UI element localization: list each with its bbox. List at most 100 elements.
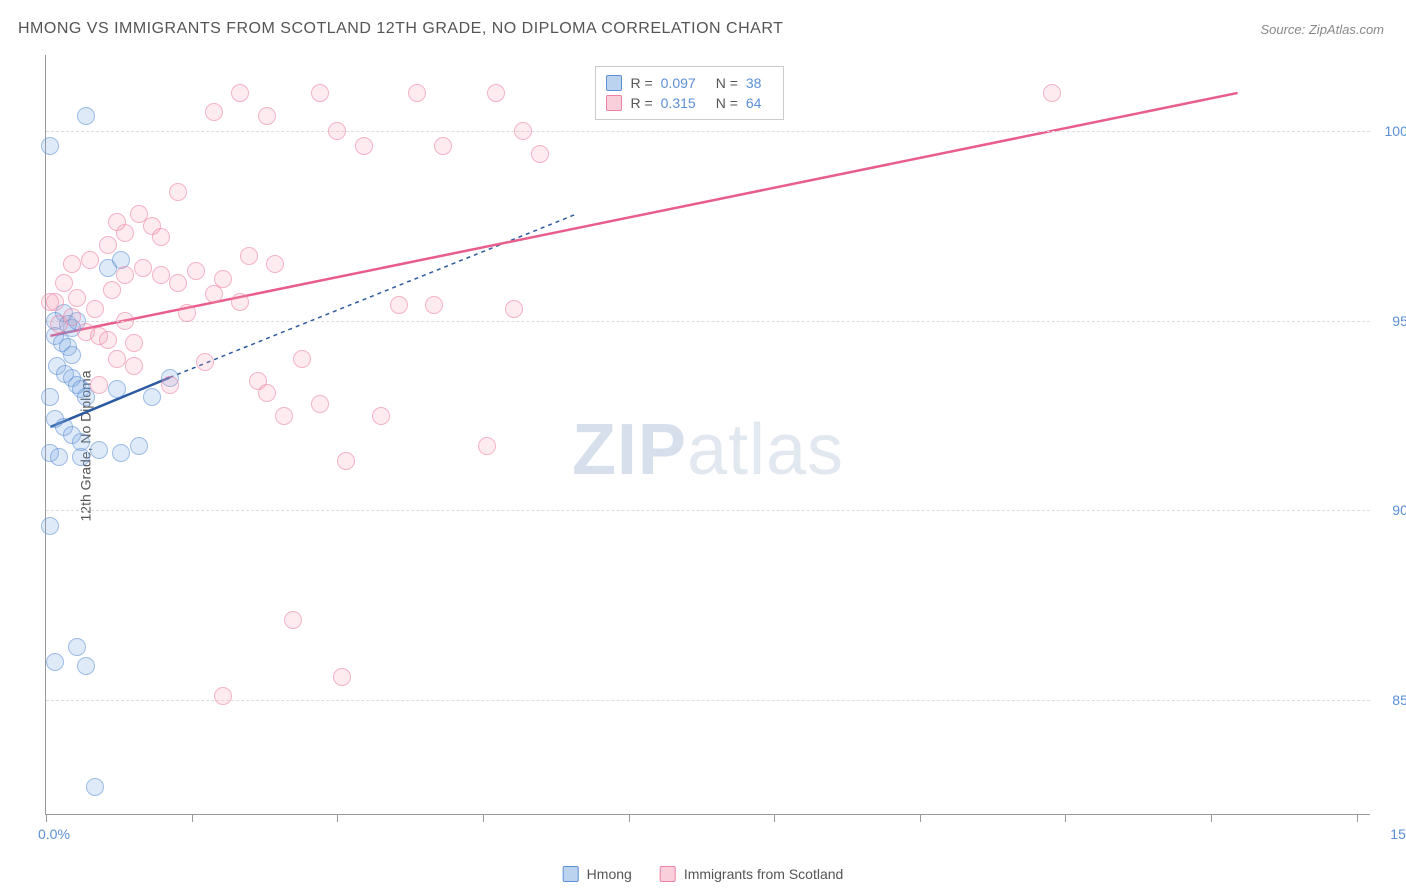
- data-point: [337, 452, 355, 470]
- data-point: [187, 262, 205, 280]
- x-tick: [1065, 814, 1066, 822]
- x-tick: [337, 814, 338, 822]
- data-point: [258, 384, 276, 402]
- data-point: [99, 331, 117, 349]
- data-point: [258, 107, 276, 125]
- data-point: [55, 274, 73, 292]
- data-point: [152, 228, 170, 246]
- data-point: [68, 289, 86, 307]
- data-point: [434, 137, 452, 155]
- x-tick: [1211, 814, 1212, 822]
- data-point: [408, 84, 426, 102]
- y-tick-label: 90.0%: [1392, 502, 1406, 518]
- data-point: [487, 84, 505, 102]
- legend-label-a: Hmong: [587, 866, 632, 882]
- data-point: [86, 300, 104, 318]
- data-point: [531, 145, 549, 163]
- data-point: [425, 296, 443, 314]
- data-point: [41, 517, 59, 535]
- data-point: [63, 308, 81, 326]
- data-point: [90, 376, 108, 394]
- data-point: [275, 407, 293, 425]
- watermark: ZIPatlas: [572, 409, 844, 491]
- data-point: [72, 433, 90, 451]
- data-point: [81, 251, 99, 269]
- x-max-label: 15.0%: [1390, 826, 1406, 842]
- data-point: [214, 687, 232, 705]
- data-point: [108, 213, 126, 231]
- data-point: [178, 304, 196, 322]
- data-point: [328, 122, 346, 140]
- data-point: [103, 281, 121, 299]
- gridline: [46, 131, 1370, 132]
- data-point: [125, 357, 143, 375]
- x-tick: [920, 814, 921, 822]
- swatch-blue: [563, 866, 579, 882]
- data-point: [41, 293, 59, 311]
- y-tick-label: 85.0%: [1392, 692, 1406, 708]
- gridline: [46, 510, 1370, 511]
- x-min-label: 0.0%: [38, 826, 70, 842]
- data-point: [169, 274, 187, 292]
- data-point: [77, 107, 95, 125]
- data-point: [63, 346, 81, 364]
- x-tick: [629, 814, 630, 822]
- correlation-stat-box: R = 0.097 N = 38 R = 0.315 N = 64: [595, 66, 784, 120]
- data-point: [161, 376, 179, 394]
- legend: Hmong Immigrants from Scotland: [563, 866, 844, 882]
- data-point: [205, 103, 223, 121]
- data-point: [152, 266, 170, 284]
- data-point: [231, 84, 249, 102]
- data-point: [505, 300, 523, 318]
- data-point: [116, 312, 134, 330]
- data-point: [50, 448, 68, 466]
- data-point: [68, 638, 86, 656]
- plot-area: ZIPatlas 0.0% 15.0% R = 0.097 N = 38 R =…: [45, 55, 1370, 815]
- data-point: [1043, 84, 1061, 102]
- legend-item-scotland: Immigrants from Scotland: [660, 866, 844, 882]
- stat-r-value: 0.315: [661, 95, 696, 111]
- x-tick: [774, 814, 775, 822]
- data-point: [108, 350, 126, 368]
- data-point: [125, 334, 143, 352]
- data-point: [108, 380, 126, 398]
- stat-row: R = 0.097 N = 38: [606, 73, 773, 93]
- chart-title: HMONG VS IMMIGRANTS FROM SCOTLAND 12TH G…: [18, 20, 783, 38]
- y-tick-label: 95.0%: [1392, 313, 1406, 329]
- data-point: [284, 611, 302, 629]
- data-point: [169, 183, 187, 201]
- data-point: [116, 266, 134, 284]
- x-tick: [483, 814, 484, 822]
- data-point: [134, 259, 152, 277]
- x-tick: [46, 814, 47, 822]
- data-point: [86, 778, 104, 796]
- x-tick: [192, 814, 193, 822]
- data-point: [46, 653, 64, 671]
- legend-item-hmong: Hmong: [563, 866, 632, 882]
- data-point: [143, 388, 161, 406]
- data-point: [311, 84, 329, 102]
- y-tick-label: 100.0%: [1385, 123, 1406, 139]
- data-point: [63, 255, 81, 273]
- watermark-atlas: atlas: [687, 410, 844, 490]
- data-point: [478, 437, 496, 455]
- stat-n-label: N =: [716, 75, 738, 91]
- watermark-zip: ZIP: [572, 410, 687, 490]
- data-point: [205, 285, 223, 303]
- data-point: [240, 247, 258, 265]
- data-point: [130, 437, 148, 455]
- data-point: [355, 137, 373, 155]
- data-point: [514, 122, 532, 140]
- stat-swatch: [606, 75, 622, 91]
- stat-n-value: 64: [746, 95, 762, 111]
- stat-r-label: R =: [630, 95, 652, 111]
- stat-swatch: [606, 95, 622, 111]
- data-point: [90, 441, 108, 459]
- data-point: [390, 296, 408, 314]
- data-point: [41, 388, 59, 406]
- data-point: [333, 668, 351, 686]
- data-point: [372, 407, 390, 425]
- data-point: [214, 270, 232, 288]
- stat-r-value: 0.097: [661, 75, 696, 91]
- data-point: [130, 205, 148, 223]
